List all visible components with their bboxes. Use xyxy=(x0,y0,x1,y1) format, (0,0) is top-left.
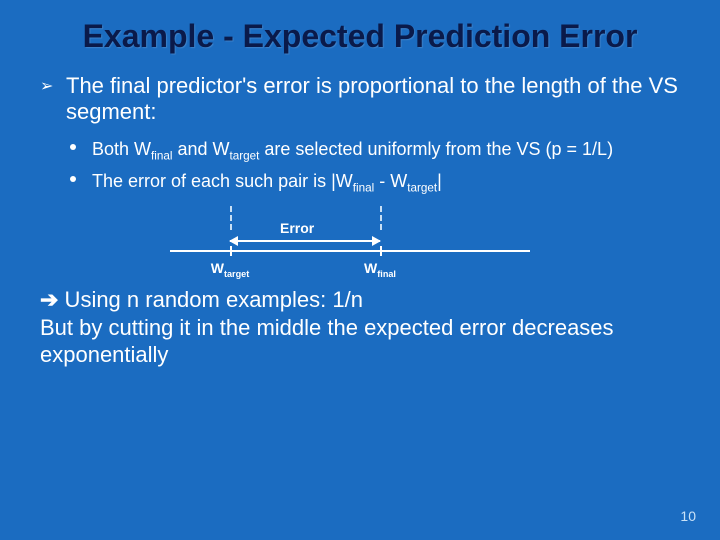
bullet-level2: Both Wfinal and Wtarget are selected uni… xyxy=(40,138,680,164)
bullet-level2: The error of each such pair is |Wfinal -… xyxy=(40,170,680,196)
sub1-part1: Both W xyxy=(92,139,151,159)
sub1-subscript2: target xyxy=(230,149,260,162)
bullet-level1: ➢ The final predictor's error is proport… xyxy=(40,73,680,126)
baseline xyxy=(170,250,530,252)
sub2-subscript2: target xyxy=(407,181,437,194)
sub2-part3: | xyxy=(437,171,442,191)
label-wtarget: Wtarget xyxy=(211,260,249,279)
label-w-right: W xyxy=(364,260,377,276)
sub2-part2: - W xyxy=(374,171,407,191)
sub2-part1: The error of each such pair is |W xyxy=(92,171,353,191)
segment-container: Error Wtarget Wfinal xyxy=(190,206,510,252)
label-w-left: W xyxy=(211,260,224,276)
tick-right xyxy=(380,246,382,256)
tick-left xyxy=(230,246,232,256)
dot-bullet-icon xyxy=(70,176,76,182)
bullet1-text: The final predictor's error is proportio… xyxy=(66,73,678,124)
dot-bullet-icon xyxy=(70,144,76,150)
label-wfinal: Wfinal xyxy=(364,260,396,279)
label-sub-left: target xyxy=(224,269,249,279)
dash-left xyxy=(230,206,232,230)
conclusion: ➔ Using n random examples: 1/n But by cu… xyxy=(40,286,680,369)
slide-title: Example - Expected Prediction Error xyxy=(40,18,680,55)
error-label: Error xyxy=(280,220,314,236)
sub1-subscript1: final xyxy=(151,149,172,162)
error-arrow xyxy=(230,240,380,242)
triangle-bullet-icon: ➢ xyxy=(40,77,53,96)
label-sub-right: final xyxy=(377,269,396,279)
slide: Example - Expected Prediction Error ➢ Th… xyxy=(0,0,720,369)
conclusion-line2: But by cutting it in the middle the expe… xyxy=(40,315,614,368)
arrow-right-icon: ➔ xyxy=(40,287,58,312)
sub1-part2: and W xyxy=(172,139,229,159)
error-diagram: Error Wtarget Wfinal xyxy=(190,206,510,252)
page-number: 10 xyxy=(680,508,696,524)
dash-right xyxy=(380,206,382,230)
conclusion-line1: Using n random examples: 1/n xyxy=(58,287,363,312)
sub2-subscript1: final xyxy=(353,181,374,194)
sub1-part3: are selected uniformly from the VS (p = … xyxy=(259,139,613,159)
